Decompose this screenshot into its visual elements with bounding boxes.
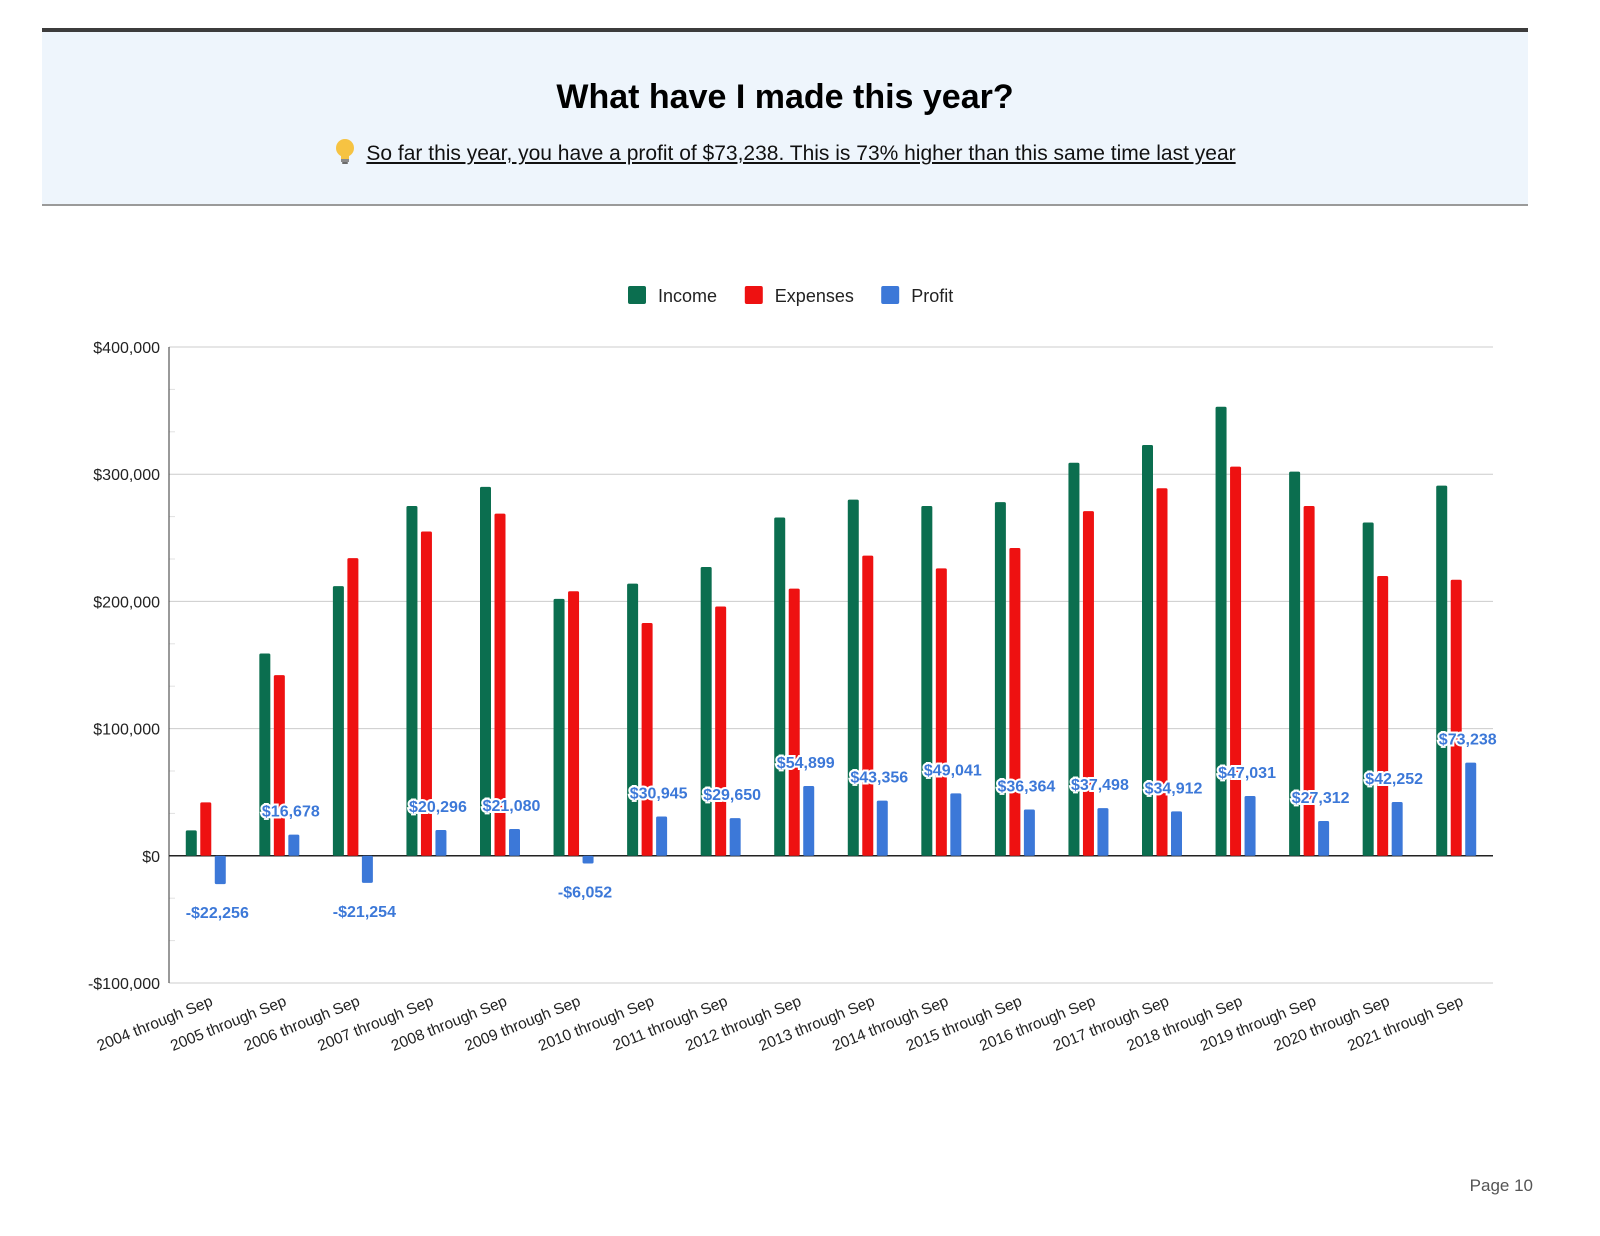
bar-income [847,499,859,856]
bar-income [1215,406,1227,856]
bar-expenses [1156,488,1168,856]
bar-expenses [1450,579,1462,856]
bar-profit [1318,821,1330,856]
bar-expenses [641,623,653,856]
bar-profit [1391,802,1403,856]
bar-profit [288,834,300,856]
profit-data-label: $21,080 [483,798,541,815]
legend-label-expenses: Expenses [775,286,854,306]
bar-income [994,502,1006,856]
bar-expenses [1230,466,1242,856]
bar-expenses [347,558,359,856]
legend-swatch-income [628,286,646,304]
bar-expenses [715,606,727,856]
legend-label-income: Income [658,286,717,306]
bar-profit [729,818,741,856]
bar-income [332,586,344,856]
y-tick-label: $100,000 [93,722,160,739]
bar-profit [582,855,594,864]
bar-expenses [1082,511,1094,856]
profit-data-label: $34,912 [1145,780,1203,797]
bar-profit [361,855,373,883]
bar-income [1362,522,1374,856]
bar-expenses [568,591,580,856]
profit-data-label: $29,650 [703,787,761,804]
bar-income [921,506,933,856]
profit-data-label: -$22,256 [186,905,249,922]
bar-profit [876,800,888,856]
profit-data-label: -$6,052 [558,884,612,901]
bar-profit [435,829,447,856]
bar-expenses [862,555,874,856]
y-tick-label: $200,000 [93,594,160,611]
bar-income [700,567,712,856]
bar-profit [1023,809,1035,856]
page-title: What have I made this year? [556,78,1014,116]
profit-data-label: $42,252 [1365,771,1423,788]
bar-profit [803,785,815,856]
profit-data-label: $43,356 [850,770,908,787]
legend-swatch-profit [881,286,900,304]
bar-profit [656,816,668,856]
bar-income [1289,471,1301,856]
bar-income [259,653,271,856]
profit-data-label: -$21,254 [333,904,396,921]
bar-income [1068,462,1080,856]
bar-profit [1244,795,1256,856]
bar-expenses [420,531,432,856]
y-tick-label: $400,000 [93,340,160,357]
profit-data-label: $37,498 [1071,777,1129,794]
bar-expenses [273,675,285,856]
bar-expenses [935,568,947,856]
bar-income [480,486,491,856]
bar-profit [1097,808,1109,856]
bar-expenses [1009,547,1021,856]
y-tick-label: -$100,000 [88,976,160,993]
page-number: Page 10 [1469,1176,1533,1195]
legend-swatch-expenses [744,286,763,304]
profit-data-label: $20,296 [409,799,467,816]
y-tick-label: $0 [142,849,160,866]
bar-income [1436,485,1448,856]
bar-expenses [788,588,800,856]
subtitle-row: So far this year, you have a profit of $… [42,138,1528,166]
bar-income [774,517,786,856]
bar-expenses [1377,575,1389,856]
bar-profit [214,855,226,885]
bar-income [627,583,639,856]
header-band: What have I made this year? So far this … [42,28,1528,206]
bar-income [185,830,197,856]
profit-data-label: $27,312 [1292,790,1350,807]
profit-data-label: $54,899 [777,755,835,772]
bar-profit [1465,762,1477,856]
bar-income [1142,444,1153,856]
y-tick-label: $300,000 [93,467,160,484]
legend-label-profit: Profit [911,286,953,306]
bar-profit [1171,811,1182,856]
bar-profit [509,828,520,856]
profit-data-label: $30,945 [630,785,688,802]
profit-data-label: $49,041 [924,762,982,779]
bar-income [406,506,418,856]
bar-expenses [494,513,506,856]
profit-data-label: $47,031 [1218,765,1276,782]
bar-expenses [200,802,212,856]
bar-profit [950,793,962,856]
profit-data-label: $36,364 [997,779,1055,796]
profit-data-label: $16,678 [262,804,320,821]
subtitle-link[interactable]: So far this year, you have a profit of $… [366,142,1236,165]
bar-expenses [1303,506,1315,856]
profit-data-label: $73,238 [1439,732,1497,749]
lightbulb-icon [334,138,356,166]
bar-income [553,598,565,856]
